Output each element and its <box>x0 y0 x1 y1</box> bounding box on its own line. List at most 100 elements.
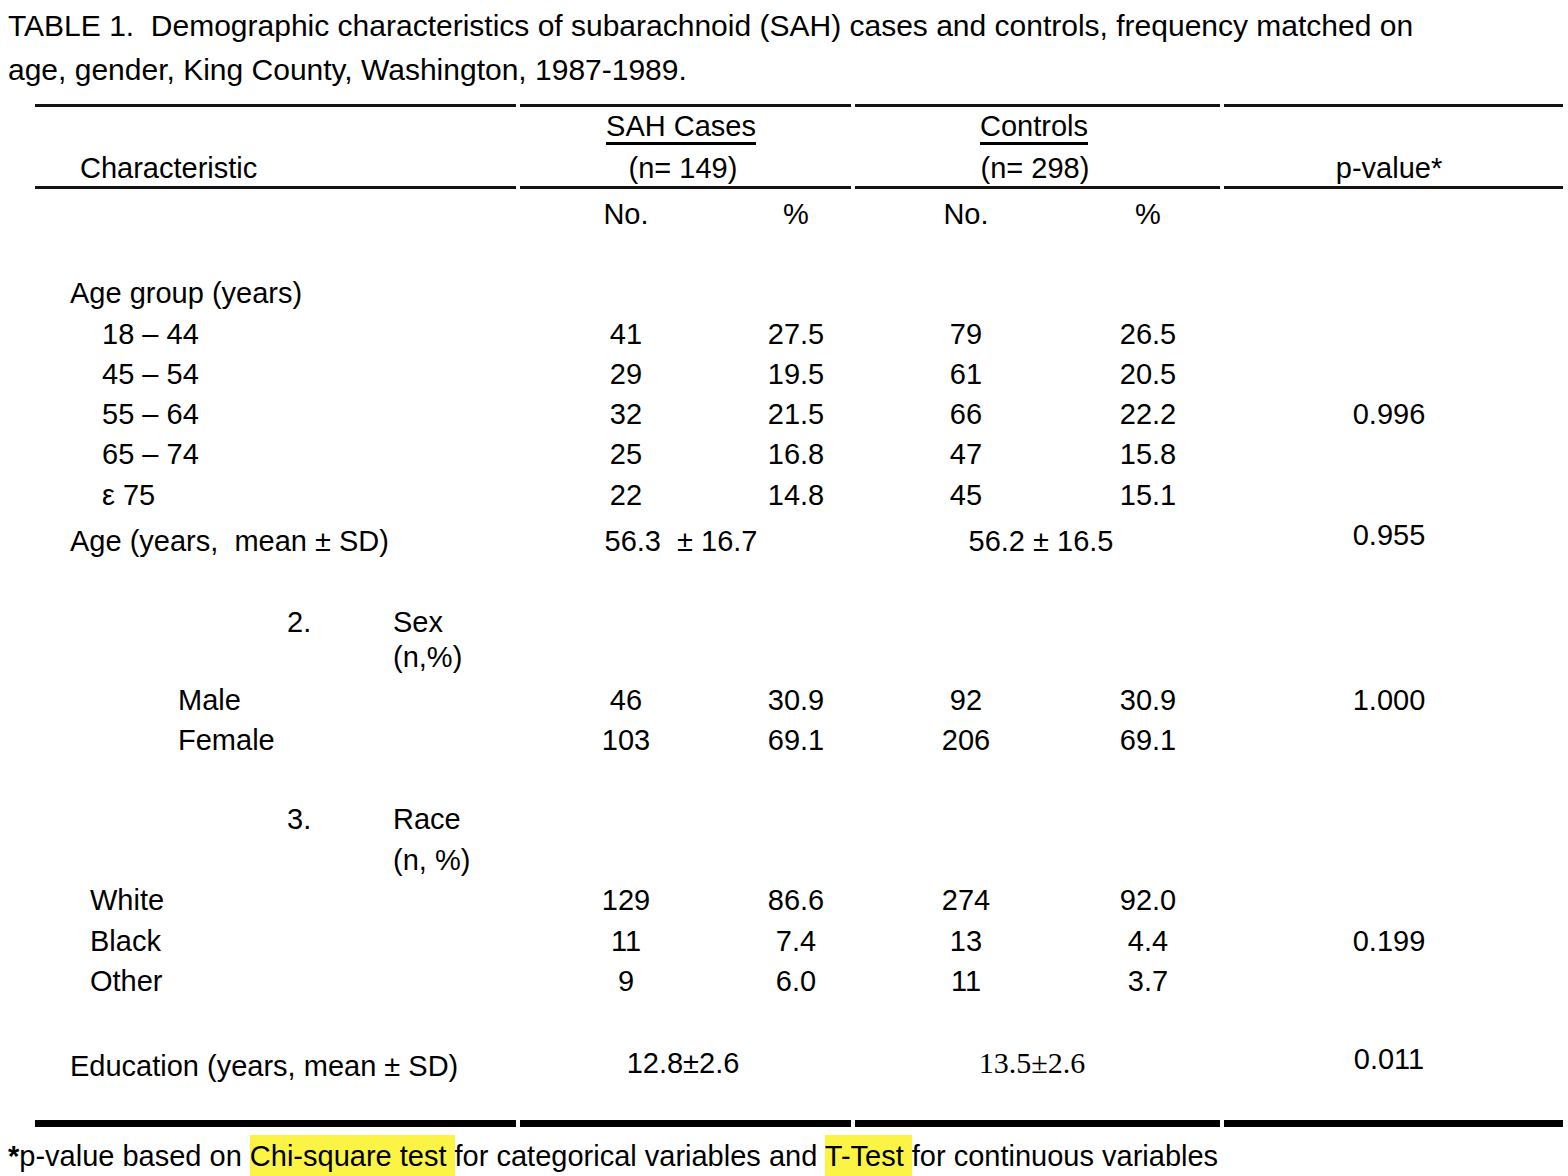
rule-segment <box>1224 1120 1563 1127</box>
cell-controls-pct: 30.9 <box>1120 680 1176 720</box>
cell-controls-no: 45 <box>950 475 982 515</box>
cell-controls-pct: 15.8 <box>1120 434 1176 474</box>
section-label-sex: Sex <box>393 602 443 642</box>
cell-sah-no: 41 <box>610 314 642 354</box>
column-subheader-controls-n: (n= 298) <box>981 148 1090 188</box>
cell-sah-pct: 7.4 <box>776 921 816 961</box>
section-number-sex: 2. <box>287 602 311 642</box>
column-group-sah-cases: SAH Cases <box>606 106 756 146</box>
cell-p-value: 0.199 <box>1353 921 1426 961</box>
table-title-line2: age, gender, King County, Washington, 19… <box>8 48 687 92</box>
cell-controls-no: 11 <box>951 961 981 1001</box>
cell-controls-no: 13 <box>950 921 982 961</box>
cell-controls-no: 47 <box>950 434 982 474</box>
cell-controls-pct: 3.7 <box>1128 961 1168 1001</box>
cell-controls-no: 274 <box>942 880 990 920</box>
cell-controls-mean-sd: 56.2 ± 16.5 <box>969 521 1114 561</box>
row-label-age-45-54: 45 – 54 <box>102 354 199 394</box>
rule-segment <box>1224 186 1563 189</box>
cell-sah-pct: 30.9 <box>768 680 824 720</box>
cell-controls-pct: 92.0 <box>1120 880 1176 920</box>
cell-sah-pct: 16.8 <box>768 434 824 474</box>
column-subheader-sah-n: (n= 149) <box>629 148 738 188</box>
cell-controls-pct: 15.1 <box>1120 475 1176 515</box>
cell-sah-pct: 14.8 <box>768 475 824 515</box>
rule-segment <box>35 1120 516 1127</box>
cell-sah-mean-sd: 56.3 ± 16.7 <box>605 521 758 561</box>
row-label-black: Black <box>90 921 161 961</box>
cell-controls-pct: 20.5 <box>1120 354 1176 394</box>
subheader-sah-pct: % <box>783 194 809 234</box>
section-number-race: 3. <box>287 799 311 839</box>
cell-sah-no: 25 <box>610 434 642 474</box>
subheader-controls-pct: % <box>1135 194 1161 234</box>
cell-sah-pct: 19.5 <box>768 354 824 394</box>
cell-p-value: 0.955 <box>1353 515 1426 555</box>
cell-controls-no: 61 <box>950 354 982 394</box>
cell-controls-no: 79 <box>950 314 982 354</box>
column-group-controls: Controls <box>980 106 1088 146</box>
cell-controls-pct: 22.2 <box>1120 394 1176 434</box>
rule-segment <box>35 104 516 107</box>
row-label-age-55-64: 55 – 64 <box>102 394 199 434</box>
column-header-characteristic: Characteristic <box>80 148 257 188</box>
subheader-sah-no: No. <box>603 194 648 234</box>
table-bottom-rule <box>35 1120 1563 1127</box>
cell-sah-pct: 27.5 <box>768 314 824 354</box>
row-label-education: Education (years, mean ± SD) <box>70 1046 458 1086</box>
row-label-age-18-44: 18 – 44 <box>102 314 199 354</box>
table-top-rule <box>35 104 1563 107</box>
cell-sah-no: 22 <box>610 475 642 515</box>
section-unit-race: (n, %) <box>393 840 470 880</box>
document-page: TABLE 1. Demographic characteristics of … <box>0 0 1568 1176</box>
rule-segment <box>35 186 516 189</box>
section-label-age-group: Age group (years) <box>70 273 302 313</box>
rule-segment <box>1224 104 1563 107</box>
cell-sah-mean-sd: 12.8±2.6 <box>627 1043 740 1083</box>
column-header-p-value: p-value* <box>1336 148 1442 188</box>
cell-p-value: 0.011 <box>1354 1039 1424 1079</box>
footnote-text: for categorical variables and <box>455 1140 825 1172</box>
cell-sah-no: 9 <box>618 961 634 1001</box>
header-rule <box>35 186 1563 189</box>
footnote-highlight-chi-square: Chi-square test <box>250 1135 455 1176</box>
rule-segment <box>520 186 851 189</box>
row-label-age-65-74: 65 – 74 <box>102 434 199 474</box>
cell-sah-no: 46 <box>610 680 642 720</box>
footnote-highlight-t-test: T-Test <box>825 1135 912 1176</box>
row-label-other: Other <box>90 961 163 1001</box>
section-unit-sex: (n,%) <box>393 637 462 677</box>
cell-sah-pct: 21.5 <box>768 394 824 434</box>
cell-sah-pct: 86.6 <box>768 880 824 920</box>
row-label-white: White <box>90 880 164 920</box>
cell-sah-no: 103 <box>602 720 650 760</box>
table-title-line1: TABLE 1. Demographic characteristics of … <box>8 4 1413 48</box>
row-label-age-75-plus: ε 75 <box>102 475 155 515</box>
footnote-text: p-value based on <box>19 1140 250 1172</box>
cell-controls-pct: 26.5 <box>1120 314 1176 354</box>
cell-p-value: 1.000 <box>1353 680 1426 720</box>
cell-sah-no: 29 <box>610 354 642 394</box>
row-label-male: Male <box>178 680 241 720</box>
section-label-race: Race <box>393 799 461 839</box>
cell-controls-no: 92 <box>950 680 982 720</box>
cell-p-value: 0.996 <box>1353 394 1426 434</box>
cell-controls-no: 206 <box>942 720 990 760</box>
cell-sah-pct: 69.1 <box>768 720 824 760</box>
row-label-age-mean: Age (years, mean ± SD) <box>70 521 389 561</box>
cell-sah-no: 129 <box>602 880 650 920</box>
table-footnote: *p-value based on Chi-square test for ca… <box>8 1136 1218 1176</box>
rule-segment <box>855 1120 1220 1127</box>
cell-controls-no: 66 <box>950 394 982 434</box>
cell-sah-no: 32 <box>610 394 642 434</box>
cell-controls-pct: 4.4 <box>1128 921 1168 961</box>
subheader-controls-no: No. <box>943 194 988 234</box>
rule-segment <box>855 186 1220 189</box>
rule-segment <box>520 1120 851 1127</box>
cell-controls-mean-sd: 13.5±2.6 <box>979 1043 1085 1083</box>
row-label-female: Female <box>178 720 275 760</box>
cell-controls-pct: 69.1 <box>1120 720 1176 760</box>
cell-sah-pct: 6.0 <box>776 961 816 1001</box>
footnote-text: for continuous variables <box>912 1140 1218 1172</box>
cell-sah-no: 11 <box>611 921 641 961</box>
